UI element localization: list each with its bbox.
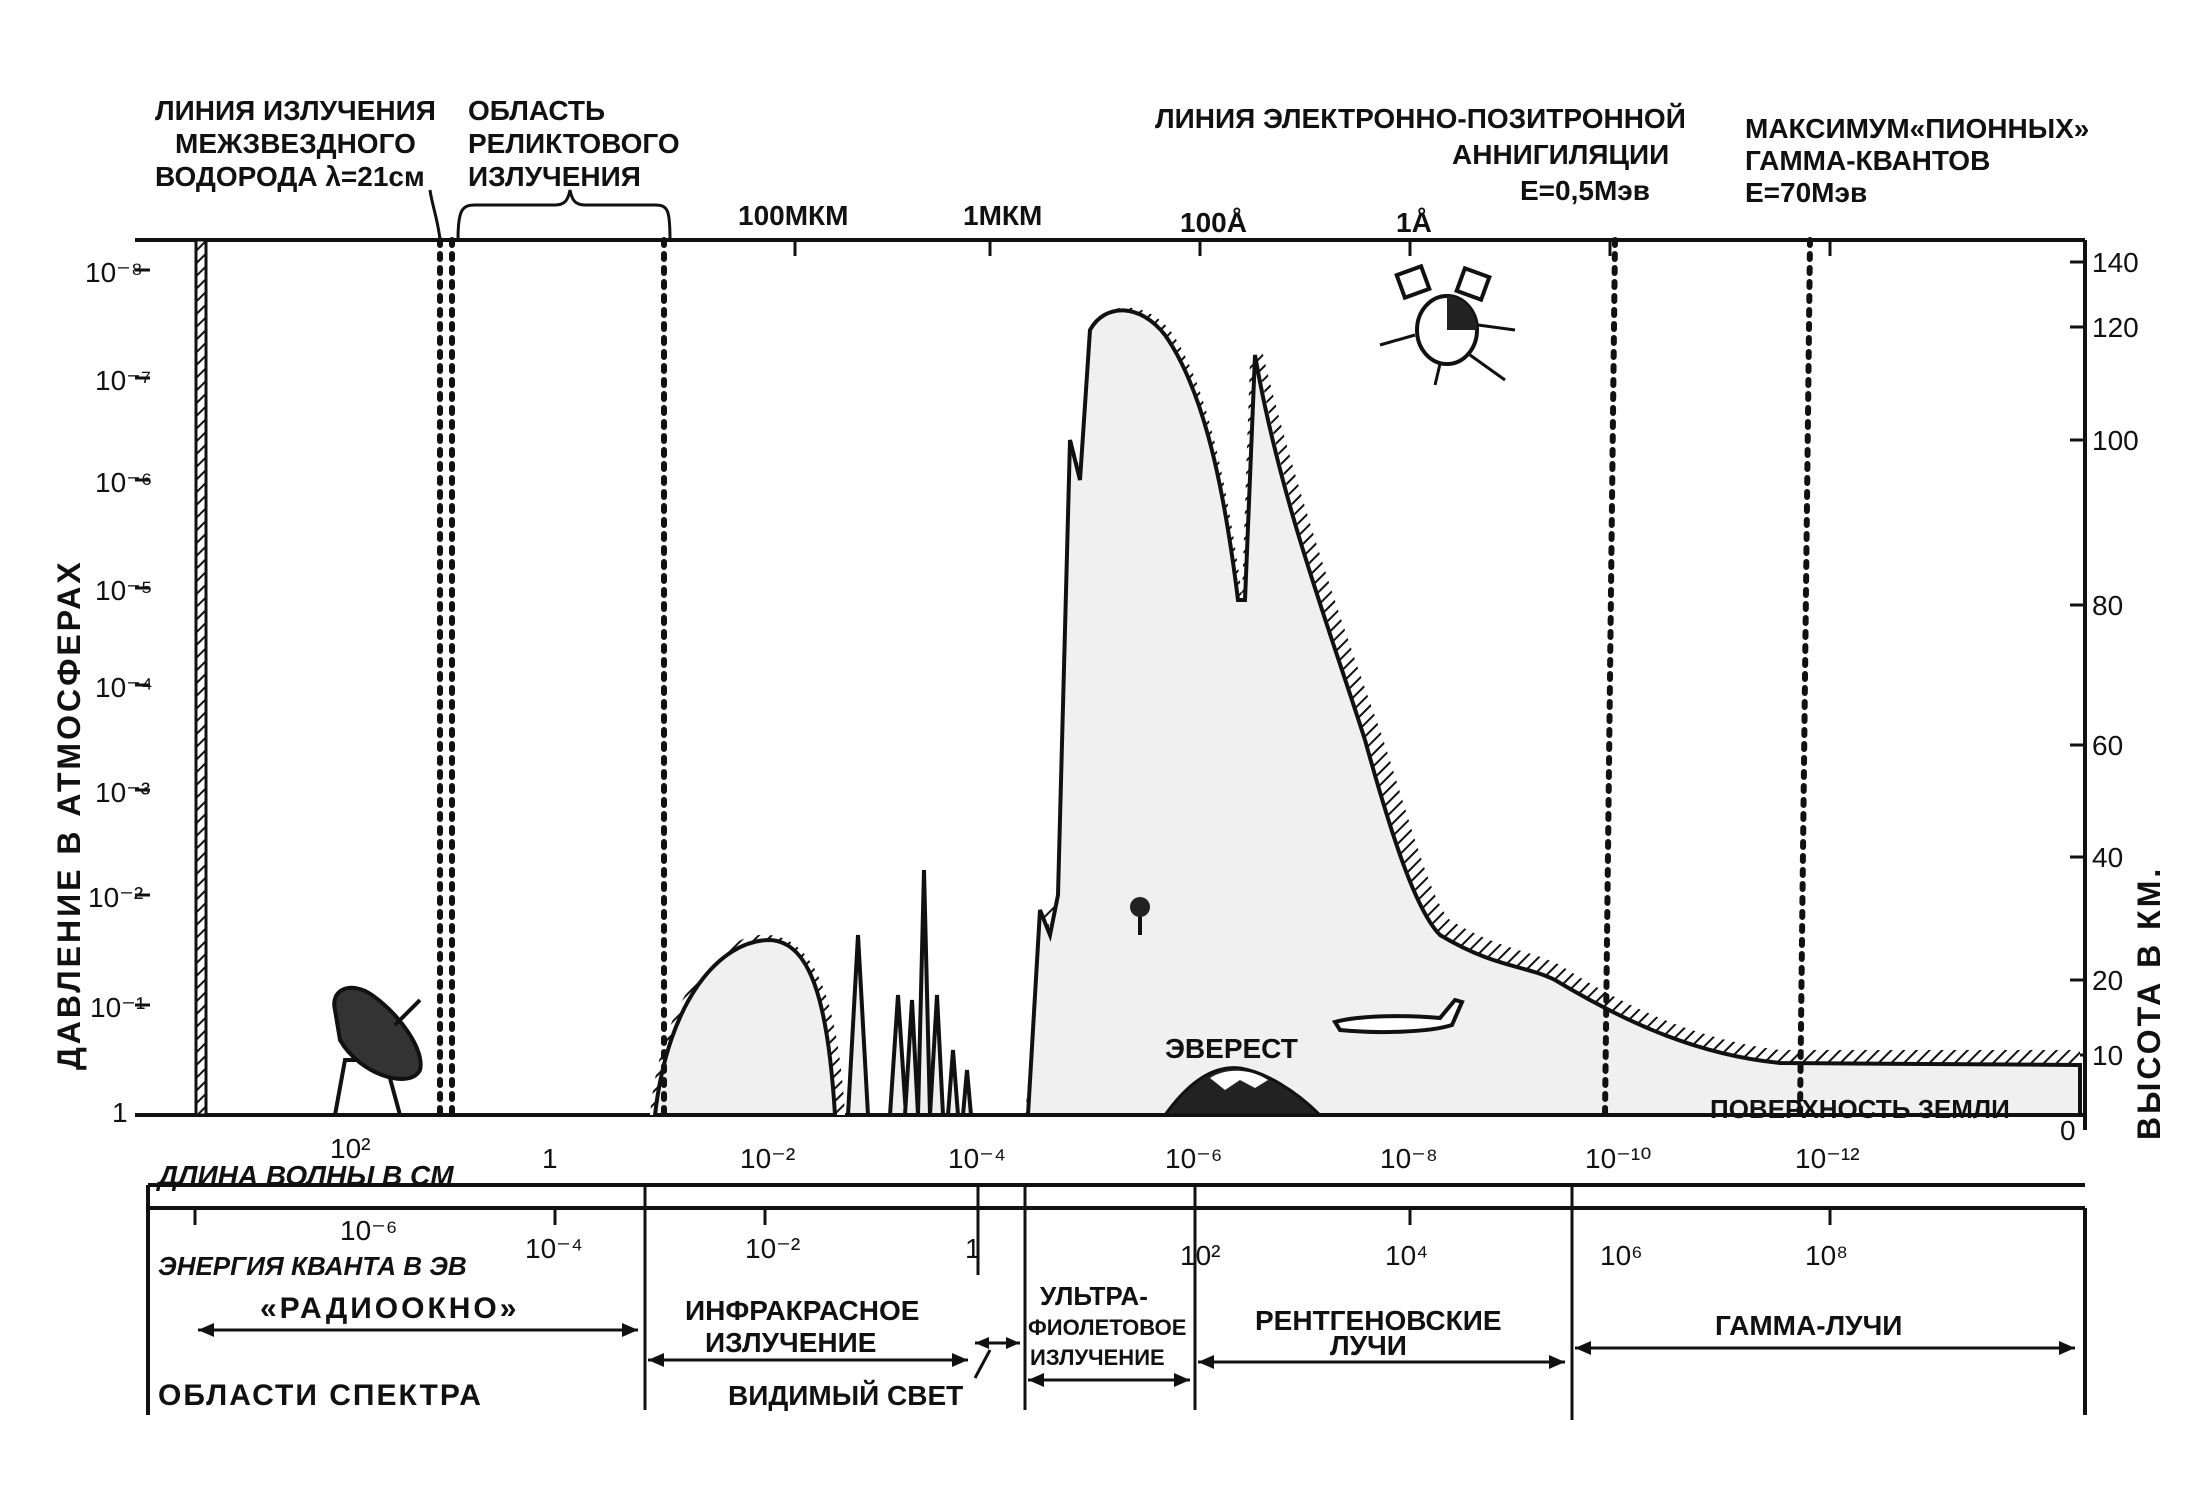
right-tick-9: 0 bbox=[2060, 1115, 2076, 1146]
right-axis-labels: 140 120 100 80 60 40 20 10 0 ВЫСОТА В КМ… bbox=[2060, 247, 2167, 1146]
en-tick-6: 10⁴ bbox=[1385, 1240, 1428, 1271]
wl-tick-8: 10⁻¹² bbox=[1795, 1143, 1860, 1174]
spectrum-table bbox=[146, 1183, 2087, 1420]
everest-label: ЭВЕРЕСТ bbox=[1165, 1033, 1298, 1064]
h21-label-2: МЕЖЗВЕЗДНОГО bbox=[175, 128, 416, 159]
relic-label-3: ИЗЛУЧЕНИЯ bbox=[468, 161, 641, 192]
left-tick-6: 10⁻³ bbox=[95, 777, 150, 808]
en-tick-2: 10⁻⁴ bbox=[525, 1233, 583, 1264]
left-tick-8: 10⁻¹ bbox=[90, 992, 145, 1023]
uv-label-3: ИЗЛУЧЕНИЕ bbox=[1030, 1345, 1165, 1370]
satellite-icon bbox=[1379, 263, 1516, 386]
radio-label: «РАДИООКНО» bbox=[260, 1292, 519, 1325]
left-tick-9: 1 bbox=[112, 1097, 128, 1128]
pion-label-3: E=70Мэв bbox=[1745, 177, 1867, 208]
uv-label-1: УЛЬТРА- bbox=[1040, 1281, 1148, 1311]
xray-label-1: РЕНТГЕНОВСКИЕ bbox=[1255, 1305, 1502, 1336]
annih-label-1: ЛИНИЯ ЭЛЕКТРОННО-ПОЗИТРОННОЙ bbox=[1155, 102, 1686, 134]
en-tick-8: 10⁸ bbox=[1805, 1240, 1848, 1271]
en-tick-1: 10⁻⁶ bbox=[340, 1215, 397, 1246]
energy-title: ЭНЕРГИЯ КВАНТА В ЭВ bbox=[158, 1251, 467, 1281]
left-axis-labels: 10⁻⁸ 10⁻⁷ 10⁻⁶ 10⁻⁵ 10⁻⁴ 10⁻³ 10⁻² 10⁻¹ … bbox=[51, 257, 153, 1128]
regions-title: ОБЛАСТИ СПЕКТРА bbox=[158, 1379, 483, 1412]
right-tick-1: 140 bbox=[2092, 247, 2139, 278]
top-tick-1mkm: 1МКМ bbox=[963, 200, 1042, 231]
wl-tick-5: 10⁻⁶ bbox=[1165, 1143, 1222, 1174]
left-tick-3: 10⁻⁶ bbox=[95, 467, 152, 498]
en-tick-4: 1 bbox=[965, 1233, 981, 1264]
region-labels: «РАДИООКНО» ИНФРАКРАСНОЕ ИЗЛУЧЕНИЕ ВИДИМ… bbox=[158, 1281, 1902, 1412]
absorption-curve bbox=[650, 307, 2082, 1117]
ir-label-2: ИЗЛУЧЕНИЕ bbox=[705, 1327, 876, 1358]
top-tick-100mkm: 100МКМ bbox=[738, 200, 848, 231]
left-tick-5: 10⁻⁴ bbox=[95, 672, 153, 703]
wavelength-axis: ДЛИНА ВОЛНЫ В СМ 10² 1 10⁻² 10⁻⁴ 10⁻⁶ 10… bbox=[156, 1133, 1860, 1191]
top-tick-1a: 1Å bbox=[1396, 207, 1432, 238]
left-axis-title: ДАВЛЕНИЕ В АТМОСФЕРАХ bbox=[51, 559, 87, 1070]
top-tick-100a: 100Å bbox=[1180, 207, 1247, 238]
right-tick-2: 120 bbox=[2092, 312, 2139, 343]
wl-tick-1: 10² bbox=[330, 1133, 370, 1164]
region-arrows bbox=[198, 1323, 2075, 1387]
relic-bracket bbox=[428, 189, 672, 241]
radio-telescope-icon bbox=[332, 985, 423, 1117]
visible-label: ВИДИМЫЙ СВЕТ bbox=[728, 1379, 963, 1411]
wl-tick-7: 10⁻¹⁰ bbox=[1585, 1143, 1651, 1174]
xray-label-2: ЛУЧИ bbox=[1330, 1330, 1407, 1361]
en-tick-7: 10⁶ bbox=[1600, 1240, 1643, 1271]
wl-tick-2: 1 bbox=[542, 1143, 558, 1174]
left-axis-ticks bbox=[135, 268, 150, 1007]
right-tick-3: 100 bbox=[2092, 425, 2139, 456]
top-axis-labels: 100МКМ 1МКМ 100Å 1Å bbox=[738, 200, 1432, 238]
top-labels: ЛИНИЯ ИЗЛУЧЕНИЯ МЕЖЗВЕЗДНОГО ВОДОРОДА λ=… bbox=[155, 95, 2089, 208]
left-tick-7: 10⁻² bbox=[88, 882, 143, 913]
right-tick-4: 80 bbox=[2092, 590, 2123, 621]
right-tick-8: 10 bbox=[2092, 1040, 2123, 1071]
left-tick-2: 10⁻⁷ bbox=[95, 365, 151, 396]
uv-label-2: ФИОЛЕТОВОЕ bbox=[1028, 1315, 1186, 1340]
annih-label-2: АННИГИЛЯЦИИ bbox=[1452, 139, 1669, 170]
relic-label-1: ОБЛАСТЬ bbox=[468, 95, 605, 126]
ir-label-1: ИНФРАКРАСНОЕ bbox=[685, 1295, 919, 1326]
ground-label: ПОВЕРХНОСТЬ ЗЕМЛИ bbox=[1710, 1094, 2010, 1124]
airplane-icon bbox=[1331, 997, 1465, 1035]
left-tick-4: 10⁻⁵ bbox=[95, 575, 153, 606]
right-tick-5: 60 bbox=[2092, 730, 2123, 761]
gamma-label: ГАММА-ЛУЧИ bbox=[1715, 1310, 1902, 1341]
relic-label-2: РЕЛИКТОВОГО bbox=[468, 128, 680, 159]
balloon-icon bbox=[1130, 897, 1150, 935]
everest-mountain bbox=[1162, 1066, 1324, 1117]
left-tick-1: 10⁻⁸ bbox=[85, 257, 143, 288]
h21-label-3: ВОДОРОДА λ=21см bbox=[155, 161, 425, 192]
wl-tick-4: 10⁻⁴ bbox=[948, 1143, 1006, 1174]
right-axis-title: ВЫСОТА В КМ. bbox=[2131, 866, 2167, 1140]
h21-label-1: ЛИНИЯ ИЗЛУЧЕНИЯ bbox=[155, 95, 436, 126]
pion-label-2: ГАММА-КВАНТОВ bbox=[1745, 145, 1990, 176]
energy-axis: ЭНЕРГИЯ КВАНТА В ЭВ 10⁻⁶ 10⁻⁴ 10⁻² 1 10²… bbox=[158, 1215, 1848, 1281]
right-tick-7: 20 bbox=[2092, 965, 2123, 996]
reference-lines bbox=[437, 237, 1813, 1118]
en-tick-5: 10² bbox=[1180, 1240, 1220, 1271]
en-tick-3: 10⁻² bbox=[745, 1233, 800, 1264]
right-tick-6: 40 bbox=[2092, 842, 2123, 873]
top-axis-ticks bbox=[793, 240, 1832, 256]
right-axis-ticks bbox=[2070, 260, 2085, 1057]
pion-label-1: МАКСИМУМ«ПИОННЫХ» bbox=[1745, 113, 2089, 144]
wl-tick-3: 10⁻² bbox=[740, 1143, 795, 1174]
annih-label-3: E=0,5Мэв bbox=[1520, 175, 1650, 206]
wl-tick-6: 10⁻⁸ bbox=[1380, 1143, 1438, 1174]
